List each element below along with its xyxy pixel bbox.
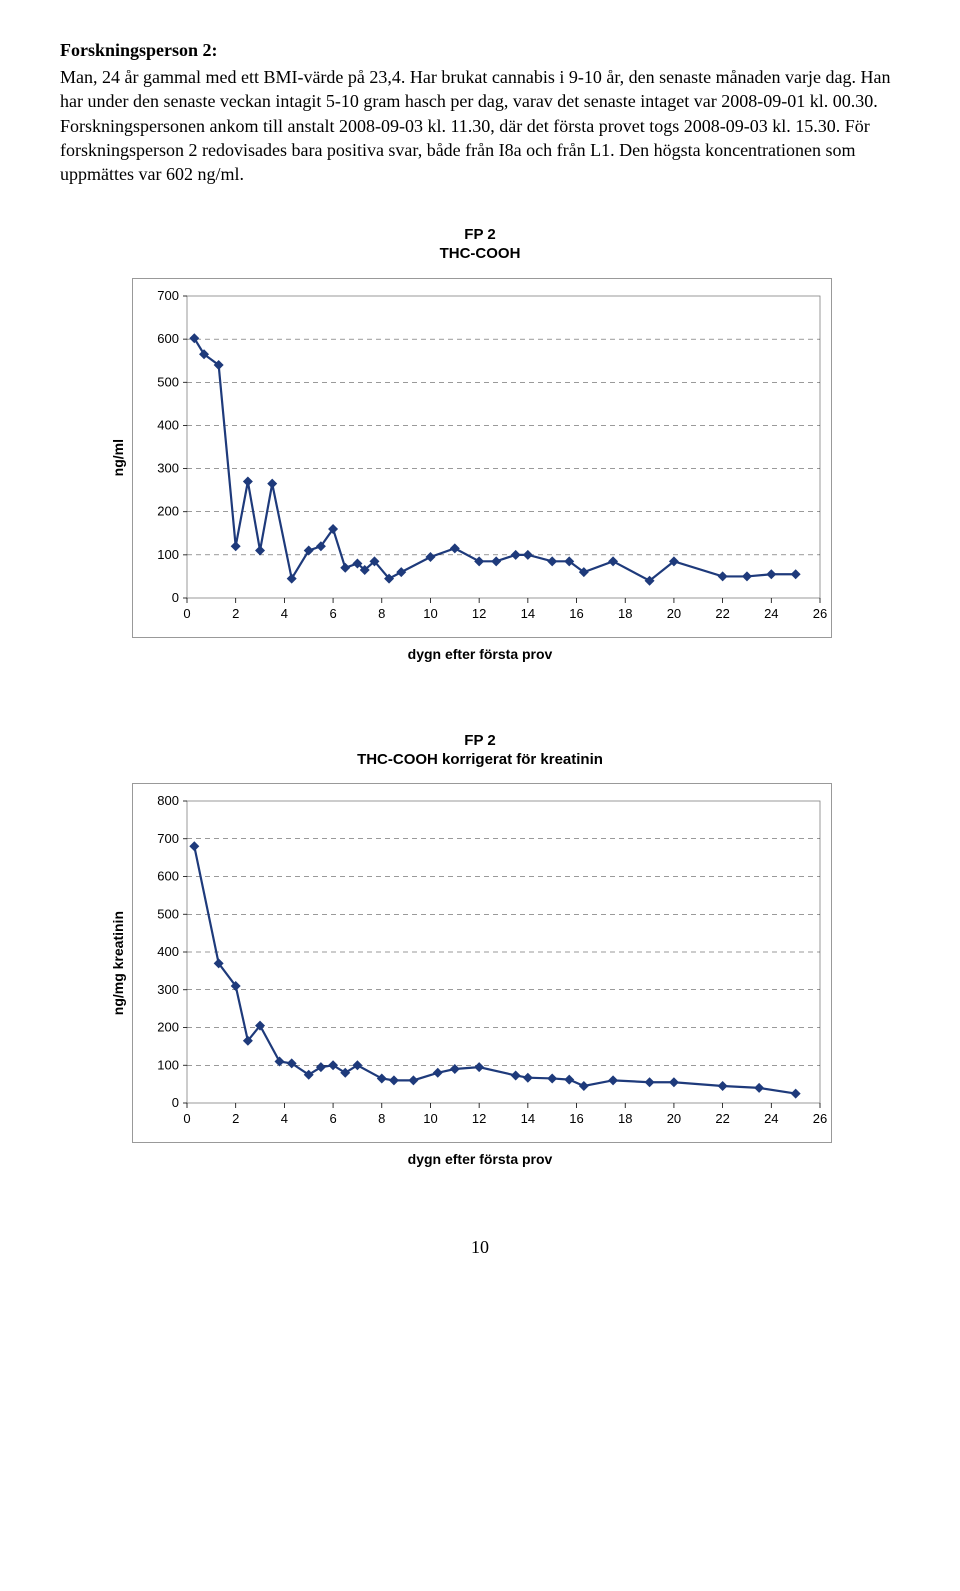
chart-2-title: FP 2 THC-COOH korrigerat för kreatinin: [110, 732, 850, 770]
svg-text:24: 24: [764, 1111, 778, 1126]
svg-text:0: 0: [183, 606, 190, 621]
svg-text:700: 700: [157, 831, 179, 846]
svg-text:26: 26: [813, 1111, 827, 1126]
svg-text:14: 14: [521, 606, 535, 621]
svg-text:20: 20: [667, 606, 681, 621]
svg-text:20: 20: [667, 1111, 681, 1126]
svg-text:16: 16: [569, 606, 583, 621]
svg-text:700: 700: [157, 288, 179, 303]
svg-text:0: 0: [172, 590, 179, 605]
svg-text:8: 8: [378, 1111, 385, 1126]
chart-1-plot: 0100200300400500600700024681012141618202…: [132, 278, 832, 638]
chart-1-xlabel: dygn efter första prov: [110, 646, 850, 662]
svg-text:200: 200: [157, 504, 179, 519]
svg-text:500: 500: [157, 374, 179, 389]
svg-text:100: 100: [157, 547, 179, 562]
svg-text:10: 10: [423, 606, 437, 621]
svg-text:100: 100: [157, 1058, 179, 1073]
svg-text:0: 0: [172, 1095, 179, 1110]
svg-text:12: 12: [472, 606, 486, 621]
svg-text:18: 18: [618, 606, 632, 621]
svg-text:300: 300: [157, 982, 179, 997]
svg-text:2: 2: [232, 606, 239, 621]
svg-text:200: 200: [157, 1020, 179, 1035]
svg-text:2: 2: [232, 1111, 239, 1126]
svg-text:400: 400: [157, 417, 179, 432]
svg-text:500: 500: [157, 907, 179, 922]
svg-text:16: 16: [569, 1111, 583, 1126]
svg-text:8: 8: [378, 606, 385, 621]
chart-2-ylabel: ng/mg kreatinin: [110, 911, 126, 1015]
chart-2-xlabel: dygn efter första prov: [110, 1151, 850, 1167]
chart-1-ylabel: ng/ml: [110, 439, 126, 476]
svg-text:6: 6: [329, 606, 336, 621]
chart-1-title: FP 2 THC-COOH: [110, 226, 850, 264]
svg-text:4: 4: [281, 1111, 288, 1126]
svg-text:6: 6: [329, 1111, 336, 1126]
svg-text:600: 600: [157, 869, 179, 884]
chart-2: FP 2 THC-COOH korrigerat för kreatinin n…: [110, 732, 850, 1168]
svg-text:24: 24: [764, 606, 778, 621]
page-number: 10: [60, 1237, 900, 1258]
section-heading: Forskningsperson 2:: [60, 40, 900, 61]
svg-text:300: 300: [157, 461, 179, 476]
svg-text:600: 600: [157, 331, 179, 346]
svg-text:22: 22: [715, 1111, 729, 1126]
chart-2-plot: 0100200300400500600700800024681012141618…: [132, 783, 832, 1143]
svg-text:18: 18: [618, 1111, 632, 1126]
svg-text:800: 800: [157, 793, 179, 808]
body-paragraph: Man, 24 år gammal med ett BMI-värde på 2…: [60, 65, 900, 186]
chart-1: FP 2 THC-COOH ng/ml 01002003004005006007…: [110, 226, 850, 662]
svg-text:0: 0: [183, 1111, 190, 1126]
svg-text:4: 4: [281, 606, 288, 621]
svg-text:12: 12: [472, 1111, 486, 1126]
svg-text:26: 26: [813, 606, 827, 621]
svg-text:10: 10: [423, 1111, 437, 1126]
svg-text:22: 22: [715, 606, 729, 621]
svg-text:14: 14: [521, 1111, 535, 1126]
svg-text:400: 400: [157, 944, 179, 959]
